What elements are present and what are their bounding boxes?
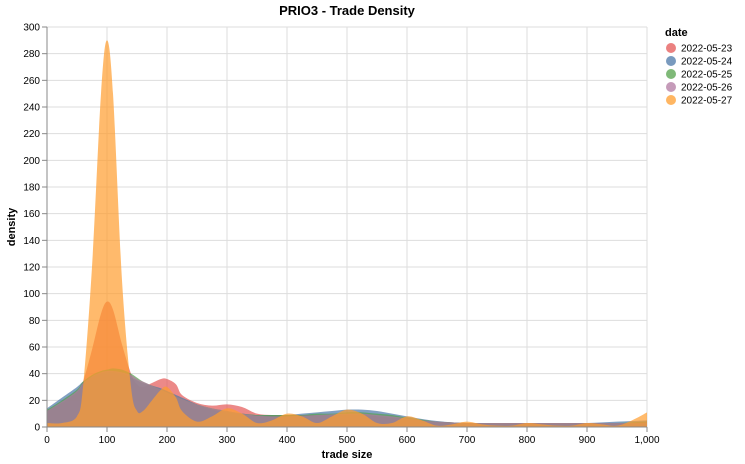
x-tick-label: 200 [159, 435, 176, 446]
x-tick-label: 0 [44, 435, 50, 446]
density-area-2022-05-27 [47, 40, 647, 427]
y-tick-label: 20 [29, 396, 41, 407]
y-tick-label: 280 [23, 49, 40, 60]
legend-label: 2022-05-27 [681, 96, 733, 107]
legend: date 2022-05-232022-05-242022-05-252022-… [665, 27, 733, 107]
x-tick-label: 100 [99, 435, 116, 446]
y-tick-label: 140 [23, 236, 40, 247]
y-tick-label: 100 [23, 289, 40, 300]
legend-title: date [665, 27, 688, 39]
x-tick-label: 300 [219, 435, 236, 446]
legend-swatch [666, 56, 676, 66]
axes: 0 100 200 300 400 500 600 700 800 900 1,000 0 20 40 60… [23, 23, 660, 447]
x-tick-label: 400 [279, 435, 296, 446]
x-axis-title: trade size [322, 449, 373, 461]
x-tick-label: 500 [339, 435, 356, 446]
y-axis-title: density [6, 207, 18, 246]
legend-label: 2022-05-24 [681, 57, 733, 68]
density-areas [47, 40, 647, 427]
x-tick-label: 600 [399, 435, 416, 446]
legend-swatch [666, 69, 676, 79]
y-tick-label: 40 [29, 369, 41, 380]
y-tick-label: 180 [23, 183, 40, 194]
y-tick-label: 300 [23, 23, 40, 34]
legend-label: 2022-05-25 [681, 70, 733, 81]
y-tick-label: 260 [23, 76, 40, 87]
legend-items: 2022-05-23 2022-05-24 2022-05-25 2022-05-26… [666, 43, 733, 107]
y-tick-label: 200 [23, 156, 40, 167]
y-tick-label: 120 [23, 263, 40, 274]
y-tick-label: 0 [34, 423, 40, 434]
legend-swatch [666, 82, 676, 92]
legend-swatch [666, 95, 676, 105]
grid [46, 26, 648, 428]
x-tick-label: 900 [579, 435, 596, 446]
legend-swatch [666, 43, 676, 53]
y-tick-label: 60 [29, 343, 41, 354]
legend-label: 2022-05-26 [681, 83, 733, 94]
y-tick-label: 220 [23, 129, 40, 140]
density-area-2022-05-26 [47, 370, 647, 427]
chart-title: PRIO3 - Trade Density [279, 3, 416, 18]
y-tick-label: 240 [23, 103, 40, 114]
y-tick-label: 160 [23, 209, 40, 220]
x-tick-label: 800 [519, 435, 536, 446]
legend-label: 2022-05-23 [681, 44, 733, 55]
x-tick-label: 1,000 [634, 435, 659, 446]
x-tick-label: 700 [459, 435, 476, 446]
y-tick-label: 80 [29, 316, 41, 327]
